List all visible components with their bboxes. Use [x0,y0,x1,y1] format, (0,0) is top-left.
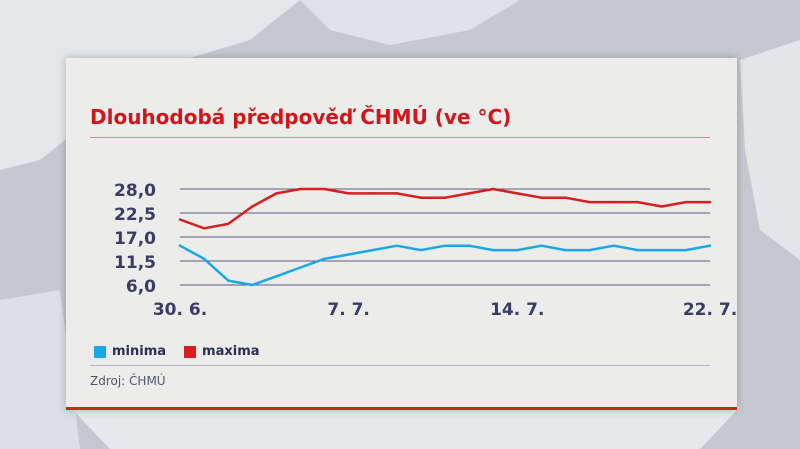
series-line-maxima [178,187,712,230]
data-point-maxima [202,227,206,230]
legend-label-minima: minima [112,344,167,359]
chart-legend: minima maxima [94,344,260,359]
legend-swatch-maxima [184,345,197,358]
data-point-minima [491,248,495,252]
data-point-maxima [226,222,230,226]
data-point-maxima [395,192,399,195]
series-line-minima [178,244,712,287]
data-point-minima [443,244,447,247]
data-point-minima [540,244,543,247]
legend-item-minima: minima [94,344,166,359]
legend-item-maxima: maxima [184,344,260,359]
data-point-minima [226,279,230,282]
data-point-minima [275,275,278,278]
forecast-card: Dlouhodobá předpověď ČHMÚ (ve °C) 28,0 22… [66,58,737,410]
data-point-minima [323,257,326,261]
data-point-minima [371,248,374,252]
data-point-maxima [516,192,519,195]
legend-label-maxima: maxima [202,344,260,359]
data-point-maxima [684,200,688,204]
x-tick-label: 7. 7. [327,300,370,320]
title-divider [90,137,710,138]
data-point-minima [684,248,688,252]
data-point-maxima [371,192,374,195]
data-point-minima [660,248,664,252]
x-tick-label: 22. 7. [683,300,737,320]
data-point-minima [516,248,519,252]
legend-divider [90,365,710,366]
data-point-minima [251,283,254,287]
y-tick-label: 28,0 [114,181,156,201]
data-point-minima [347,253,350,256]
data-point-minima [299,266,302,269]
data-point-maxima [299,187,302,191]
data-point-minima [564,248,567,252]
data-point-minima [419,248,423,252]
data-point-minima [467,244,471,247]
data-point-minima [708,244,712,247]
data-point-maxima [612,200,615,204]
y-tick-label: 22,5 [114,205,156,225]
data-point-maxima [636,200,639,204]
y-tick-label: 17,0 [114,229,156,249]
data-point-maxima [275,192,278,195]
data-point-maxima [491,187,495,191]
data-point-maxima [178,218,182,221]
chart-title: Dlouhodobá předpověď ČHMÚ (ve °C) [90,105,512,129]
data-point-maxima [443,196,447,199]
data-point-maxima [467,192,471,195]
x-tick-label: 30. 6. [153,300,207,320]
data-point-maxima [660,205,664,208]
data-point-minima [395,244,399,247]
data-point-maxima [347,192,350,195]
data-point-maxima [564,196,567,199]
data-point-minima [612,244,615,247]
x-tick-label: 14. 7. [490,300,544,320]
source-note: Zdroj: ČHMÚ [90,374,166,388]
data-point-minima [178,244,182,247]
data-point-maxima [588,200,591,204]
data-point-maxima [251,205,254,208]
temperature-line-chart: 28,0 22,5 17,0 11,5 6,0 30. 6. 7. 7. 14. 7. 22. … [114,181,737,320]
data-point-minima [202,257,206,261]
y-tick-label: 11,5 [114,253,156,273]
data-point-maxima [540,196,543,199]
data-point-minima [636,248,639,252]
data-point-maxima [323,187,326,191]
data-point-maxima [419,196,423,199]
y-tick-label: 6,0 [126,277,156,297]
legend-swatch-minima [94,345,106,358]
data-point-minima [588,248,591,252]
data-point-maxima [708,200,712,204]
